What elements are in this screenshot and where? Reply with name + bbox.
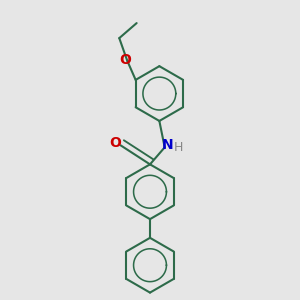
- Text: H: H: [173, 141, 183, 154]
- Text: N: N: [162, 138, 174, 152]
- Text: O: O: [109, 136, 121, 150]
- Text: O: O: [120, 53, 132, 67]
